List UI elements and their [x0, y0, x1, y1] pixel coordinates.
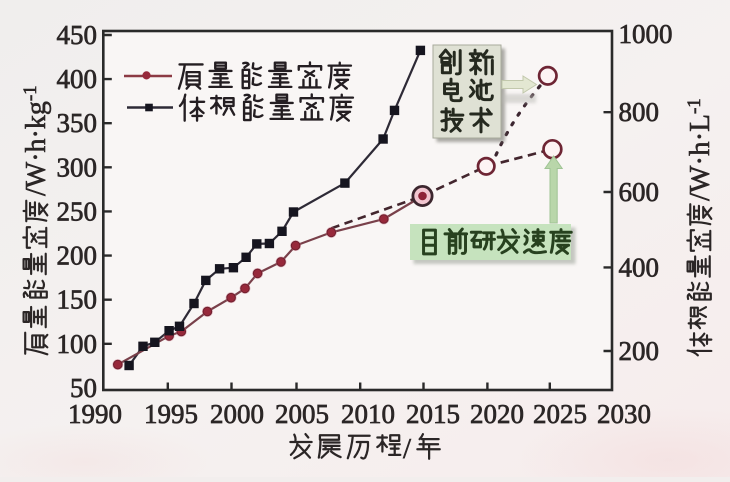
svg-text:/W·h·kg-1: /W·h·kg-1 — [20, 85, 52, 196]
svg-text:200: 200 — [57, 241, 98, 271]
svg-text:2005: 2005 — [275, 399, 329, 429]
svg-text:2025: 2025 — [533, 399, 587, 429]
svg-text:2010: 2010 — [341, 399, 395, 429]
svg-text:2000: 2000 — [210, 399, 264, 429]
svg-text:2015: 2015 — [406, 399, 460, 429]
svg-text:2030: 2030 — [597, 399, 651, 429]
svg-text:2020: 2020 — [470, 399, 524, 429]
svg-text:400: 400 — [57, 64, 98, 94]
svg-text:350: 350 — [57, 108, 98, 138]
svg-text:800: 800 — [619, 97, 660, 127]
svg-text:1995: 1995 — [144, 399, 198, 429]
svg-text:250: 250 — [57, 196, 98, 226]
svg-text:1000: 1000 — [619, 19, 673, 49]
svg-text:300: 300 — [57, 152, 98, 182]
svg-text:/W·h·L-1: /W·h·L-1 — [684, 98, 716, 201]
svg-text:50: 50 — [70, 373, 97, 403]
svg-text:/: / — [403, 433, 412, 465]
svg-text:100: 100 — [57, 329, 98, 359]
svg-text:1990: 1990 — [68, 399, 122, 429]
svg-text:200: 200 — [619, 336, 660, 366]
svg-text:150: 150 — [57, 285, 98, 315]
svg-text:600: 600 — [619, 177, 660, 207]
svg-text:400: 400 — [619, 252, 660, 282]
svg-text:450: 450 — [57, 20, 98, 50]
